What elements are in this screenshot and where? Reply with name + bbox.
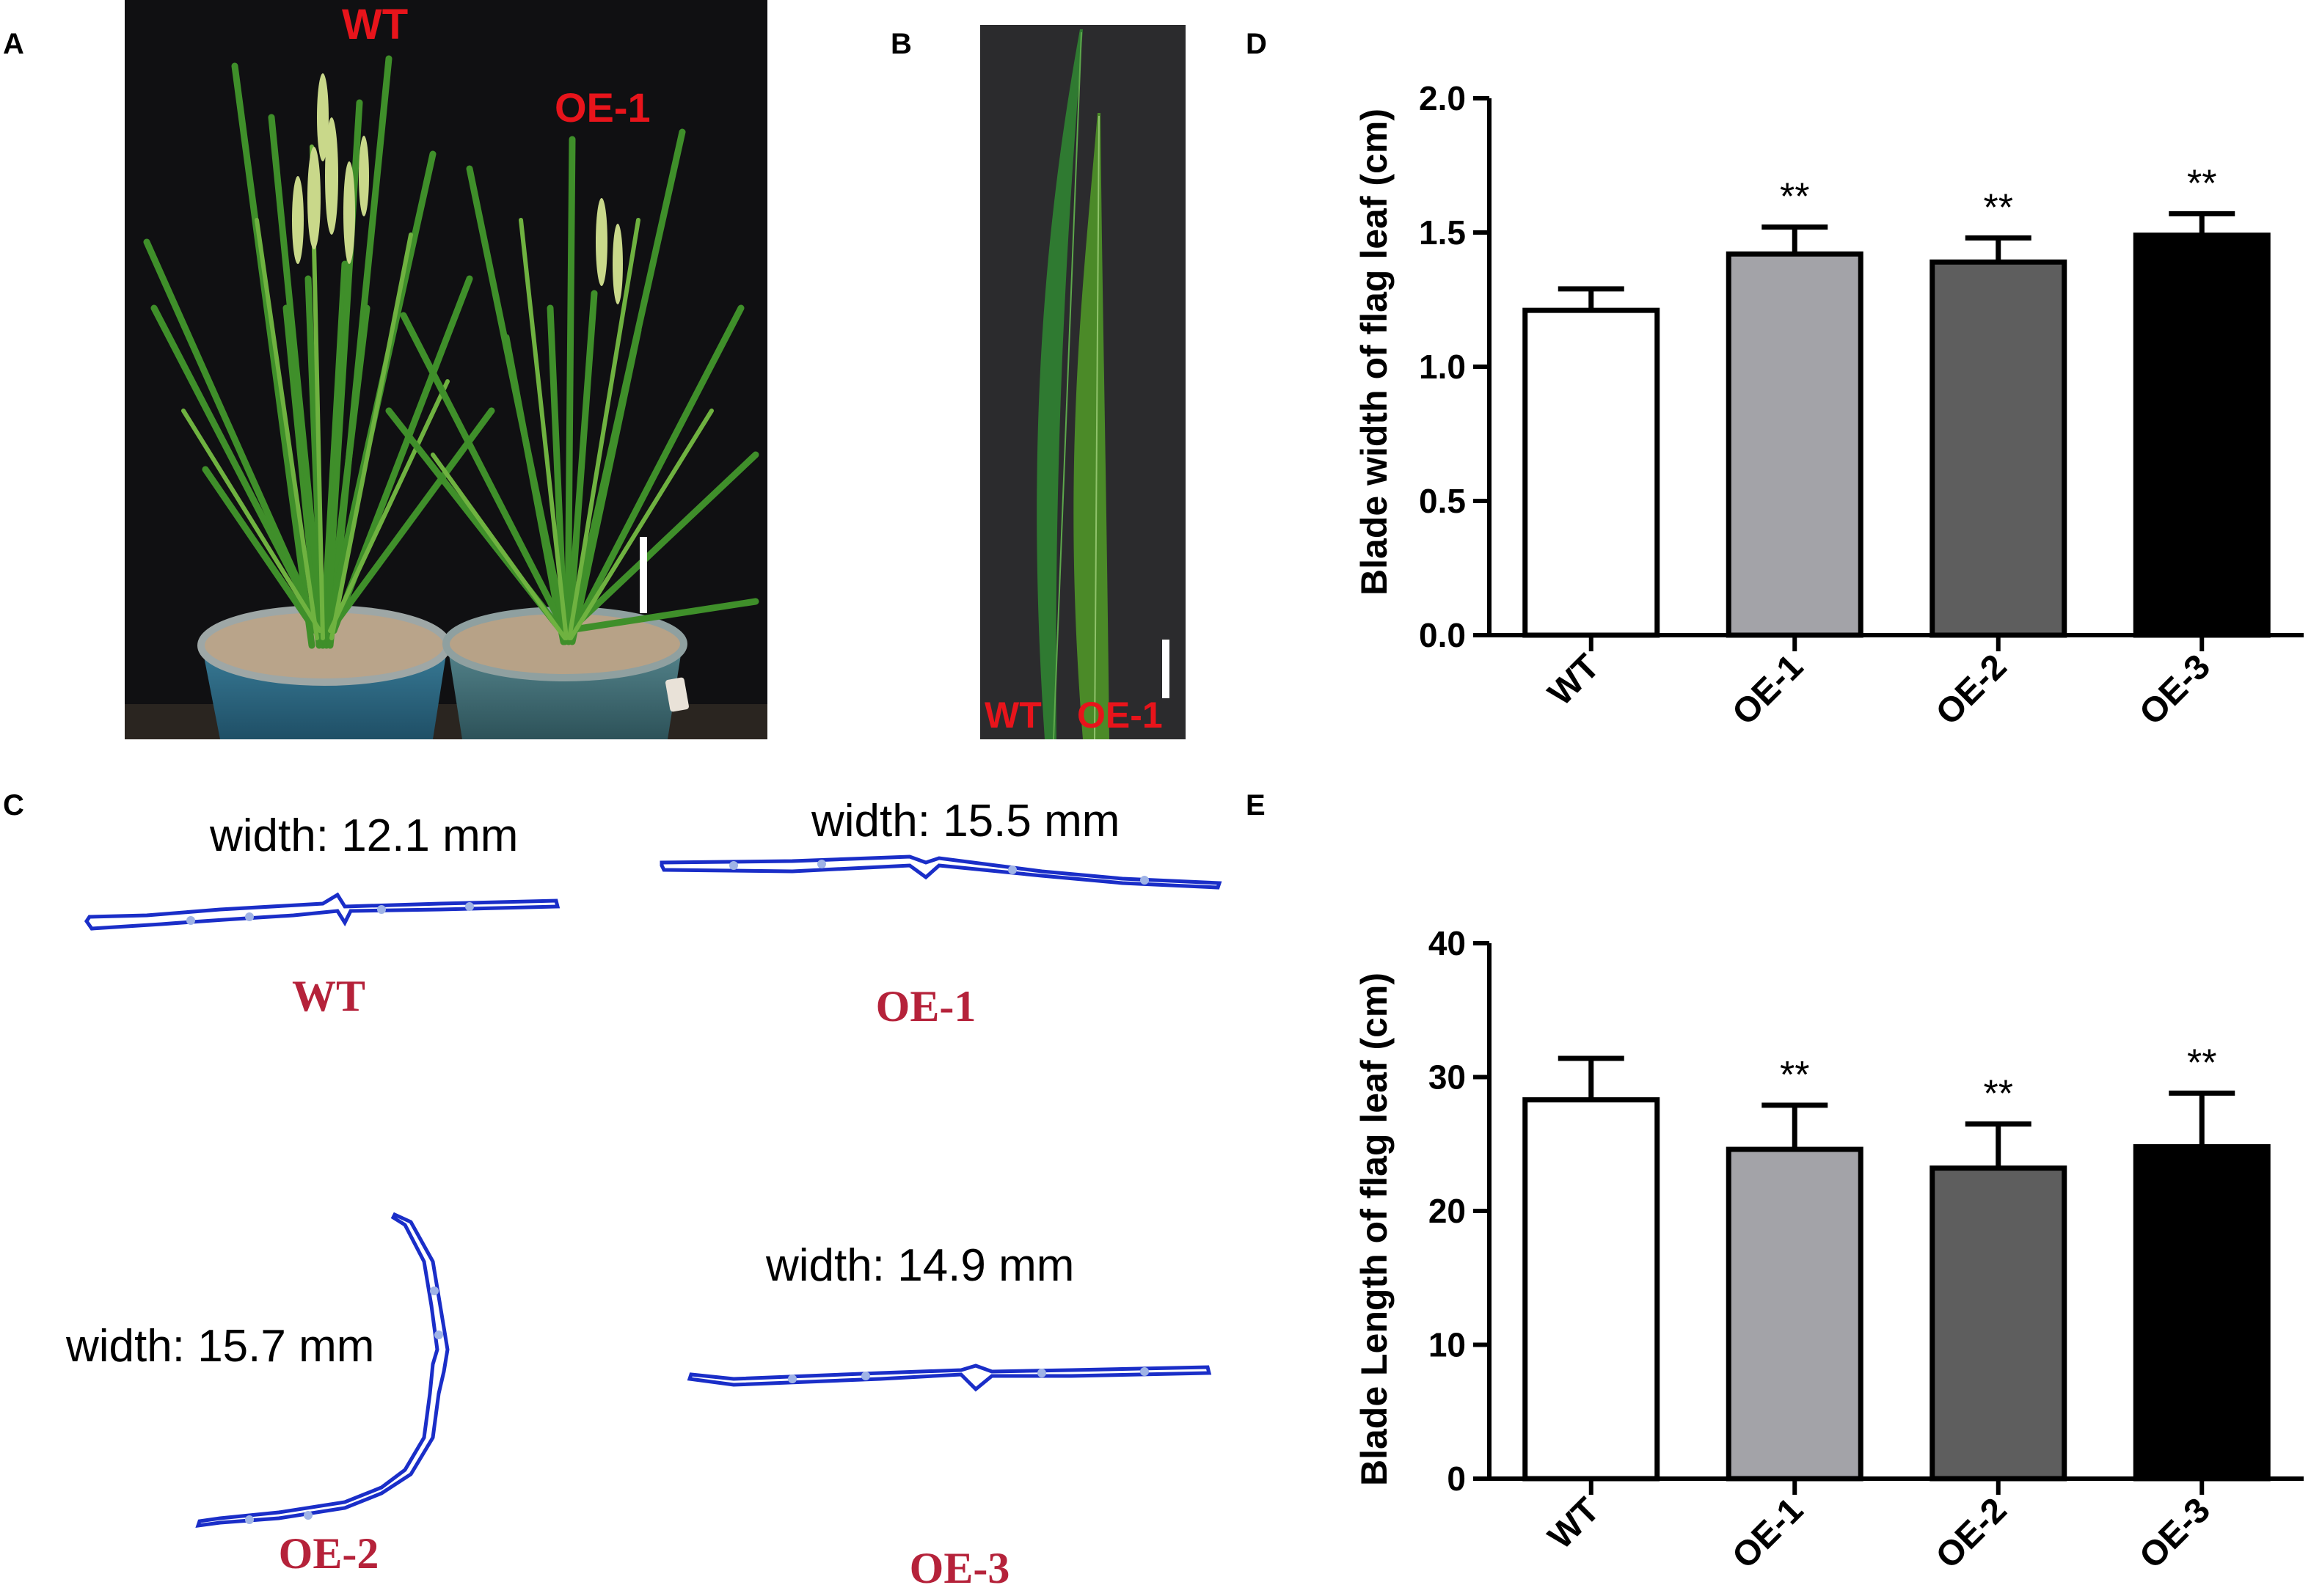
panel-label-c: C (3, 789, 24, 821)
chart-e-bar-oe-2 (1930, 1165, 2067, 1482)
chart-d-y-tick-label: 2.0 (1419, 79, 1466, 117)
chart-d-x-tick-label: WT (1541, 647, 1607, 713)
chart-e-x-tick-label: OE-3 (2132, 1490, 2218, 1576)
oe1-section-label: OE-1 (875, 982, 976, 1031)
photo-a-wt-label: WT (342, 1, 409, 48)
chart-e-ylabel: Blade Length of flag leaf (cm) (1354, 973, 1395, 1486)
chart-d-x-tick-label: OE-1 (1725, 647, 1811, 733)
oe2-section-label: OE-2 (278, 1529, 379, 1578)
chart-d-significance: ** (2187, 162, 2216, 205)
chart-e-y-tick-label: 10 (1428, 1326, 1466, 1364)
oe1-cross-section (660, 854, 1222, 890)
chart-e-y-tick-label: 40 (1428, 924, 1466, 962)
plant-photo-illustration (125, 0, 767, 739)
wt-section-label: WT (291, 972, 366, 1020)
oe3-cross-section (687, 1363, 1212, 1392)
chart-d-bar-oe-1 (1726, 251, 1863, 638)
photo-a-oe-label: OE-1 (555, 84, 651, 131)
chart-e-x-tick-label: OE-2 (1929, 1490, 2015, 1576)
chart-e-x-tick-label: OE-1 (1725, 1490, 1811, 1576)
chart-e-significance: ** (2187, 1042, 2216, 1084)
chart-e-significance: ** (1984, 1072, 2013, 1115)
chart-e-significance: ** (1780, 1054, 1809, 1097)
wt-cross-section (84, 892, 561, 931)
chart-d-y-tick-label: 0.0 (1419, 616, 1466, 654)
chart-e-bar-wt (1522, 1097, 1660, 1482)
chart-e-y-tick-label: 0 (1447, 1460, 1466, 1498)
chart-d-significance: ** (1984, 186, 2013, 229)
chart-e-y-tick-label: 30 (1428, 1058, 1466, 1097)
chart-e-bar-oe-1 (1726, 1146, 1863, 1482)
blade-length-chart: Blade Length of flag leaf (cm) 0 10 20 30 40… (1354, 924, 2304, 1576)
chart-e-bar-oe-3 (2133, 1143, 2271, 1482)
chart-d-y-tick-label: 0.5 (1419, 482, 1466, 520)
chart-d-y-tick-label: 1.5 (1419, 213, 1466, 252)
chart-d-x-tick-label: OE-2 (1929, 647, 2015, 733)
chart-d-bar-oe-3 (2133, 233, 2271, 638)
plant-photo: WT OE-1 (125, 0, 767, 739)
cross-section-drawings (84, 854, 1222, 1529)
chart-d-x-tick-label: OE-3 (2132, 647, 2218, 733)
oe3-section-label: OE-3 (909, 1544, 1010, 1592)
oe2-width-text: width: 15.7 mm (66, 1321, 375, 1372)
blade-width-chart: Blade width of flag leaf (cm) 0.0 0.5 1.0 1… (1354, 79, 2304, 733)
photo-b-oe-label: OE-1 (1077, 695, 1163, 736)
oe1-width-text: width: 15.5 mm (811, 796, 1120, 846)
panel-label-b: B (891, 28, 912, 60)
photo-b-wt-label: WT (985, 695, 1042, 736)
panel-label-e: E (1246, 789, 1266, 821)
chart-d-bar-oe-2 (1930, 259, 2067, 638)
leaf-photo-illustration (980, 25, 1186, 739)
chart-d-bar-wt (1522, 307, 1660, 638)
chart-e-x-tick-label: WT (1541, 1490, 1607, 1556)
chart-d-ylabel: Blade width of flag leaf (cm) (1354, 109, 1395, 596)
wt-width-text: width: 12.1 mm (210, 810, 519, 861)
leaf-photo: WT OE-1 (980, 25, 1186, 739)
panel-label-a: A (3, 28, 24, 60)
chart-d-y-tick-label: 1.0 (1419, 348, 1466, 386)
chart-d-significance: ** (1780, 176, 1809, 219)
oe3-width-text: width: 14.9 mm (766, 1240, 1075, 1291)
chart-e-y-tick-label: 20 (1428, 1192, 1466, 1230)
panel-label-d: D (1246, 28, 1267, 60)
